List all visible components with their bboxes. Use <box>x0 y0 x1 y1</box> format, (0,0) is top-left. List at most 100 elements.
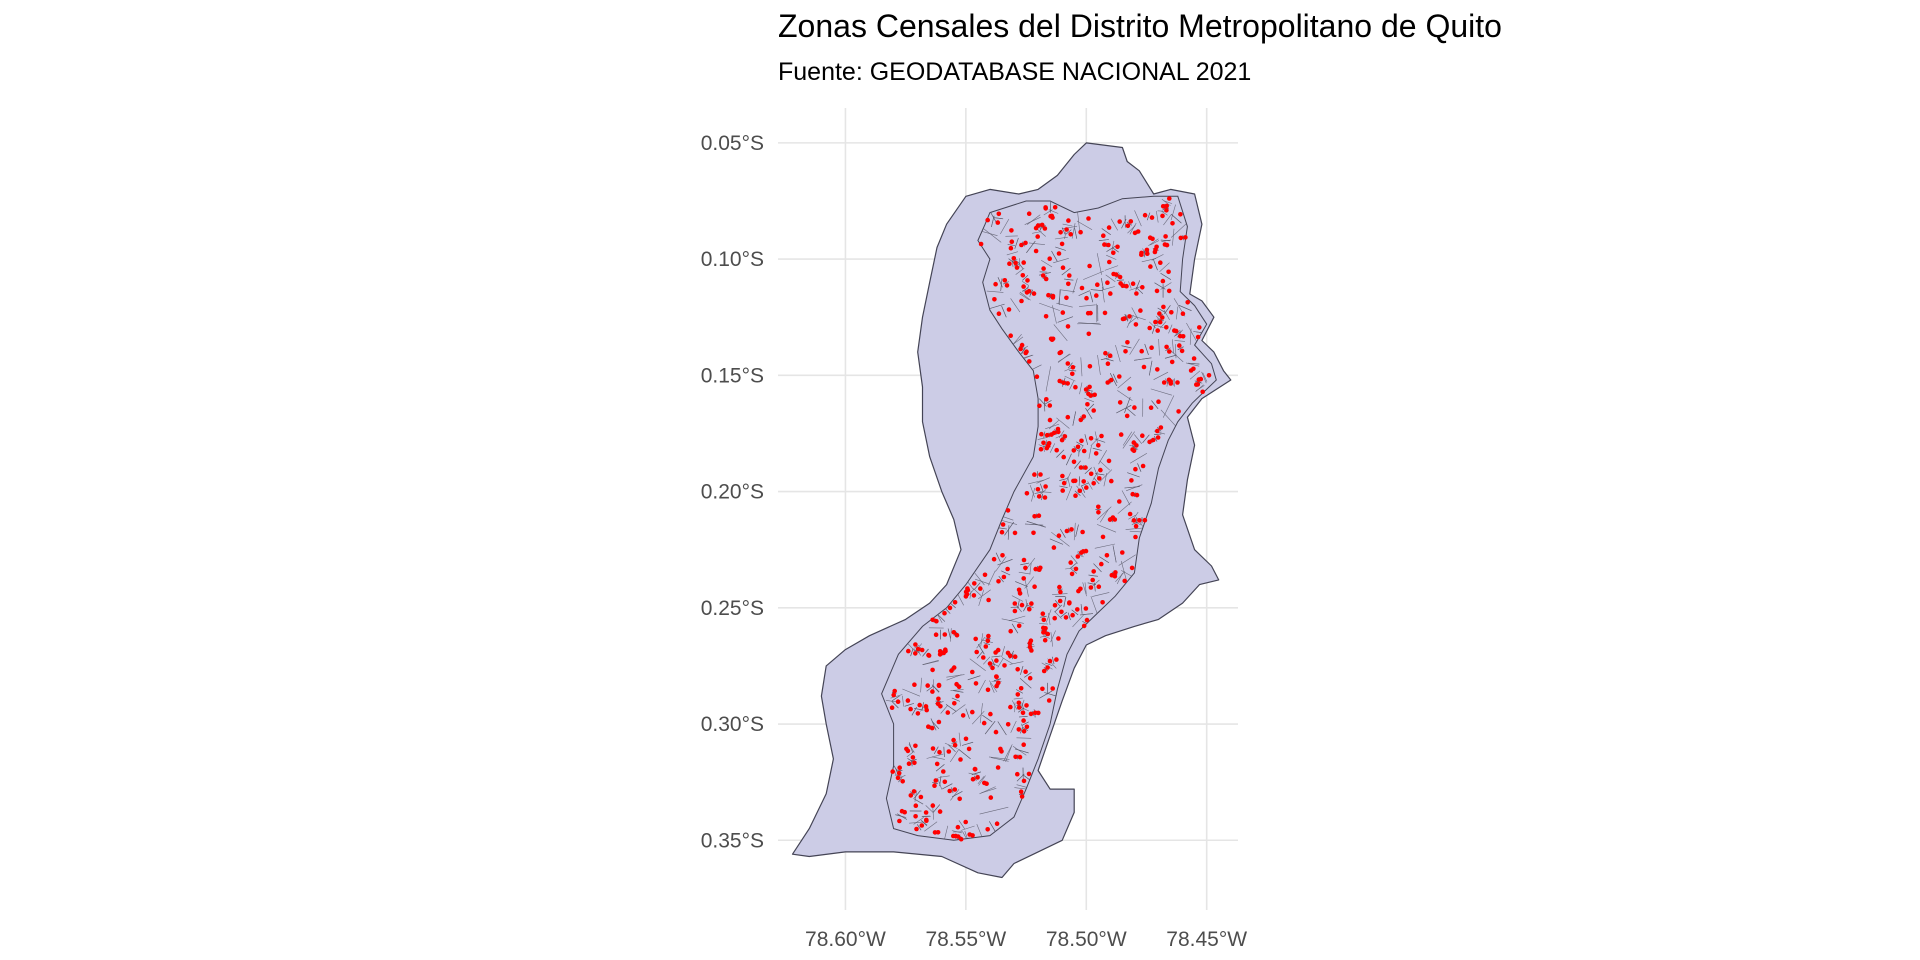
centroid-point <box>1060 310 1066 315</box>
centroid-point <box>943 647 948 652</box>
zone-boundary-segment <box>975 578 991 585</box>
zone-boundary-segment <box>1021 287 1029 292</box>
centroid-point <box>1008 628 1013 634</box>
centroid-point <box>1091 481 1096 486</box>
centroid-point <box>1023 565 1028 571</box>
zone-boundary-segment <box>1129 530 1142 533</box>
zone-boundary-segment <box>891 701 899 709</box>
zone-boundary-segment <box>1024 672 1032 678</box>
centroid-point <box>1078 229 1083 235</box>
centroid-point <box>1180 334 1186 339</box>
zone-boundary-segment <box>1028 479 1045 485</box>
zone-boundary-segment <box>904 703 914 707</box>
zone-boundary-segment <box>910 760 913 767</box>
zone-boundary-segment <box>1072 613 1085 628</box>
centroid-point <box>889 705 895 710</box>
centroid-point <box>1123 349 1128 354</box>
centroid-point <box>1155 435 1161 440</box>
centroid-point <box>1106 242 1111 248</box>
zone-boundary-segment <box>907 643 916 652</box>
zone-boundary-segment <box>1058 430 1065 438</box>
zone-boundary-segment <box>1022 774 1031 781</box>
zone-boundary-segment <box>1146 212 1151 221</box>
centroid-point <box>1094 293 1099 298</box>
zone-boundary-segment <box>1039 398 1047 407</box>
zone-boundary-segment <box>951 697 961 702</box>
zone-boundary-segment <box>1109 372 1117 387</box>
zone-boundary-segment <box>1106 254 1117 260</box>
centroid-point <box>1028 711 1034 717</box>
centroid-point <box>913 642 918 647</box>
zone-boundary-segment <box>1154 282 1166 290</box>
centroid-point <box>1041 440 1046 446</box>
centroid-point <box>960 713 966 718</box>
zone-boundary-segment <box>967 582 974 590</box>
centroid-point <box>1062 434 1068 439</box>
zone-boundary-segment <box>1015 268 1025 275</box>
zone-boundary-segment <box>1001 646 1005 658</box>
centroid-point <box>935 701 941 707</box>
zone-boundary-segment <box>1029 562 1032 575</box>
centroid-point <box>1127 314 1132 319</box>
x-axis-tick-labels: 78.60°W 78.55°W 78.50°W 78.45°W <box>805 928 1247 951</box>
zone-boundary-segment <box>974 573 985 586</box>
centroid-point <box>1027 359 1032 364</box>
centroid-point <box>1178 235 1184 241</box>
zone-boundary-segment <box>1121 345 1132 349</box>
zone-boundary-segment <box>1160 272 1172 280</box>
zone-boundary-segment <box>1006 251 1018 256</box>
centroid-point <box>1145 251 1150 256</box>
centroid-point <box>1055 426 1061 432</box>
zone-boundary-segment <box>922 648 929 657</box>
centroid-point <box>1148 405 1154 411</box>
centroid-point <box>954 681 959 687</box>
centroid-point <box>1141 364 1147 370</box>
zone-boundary-segment <box>890 694 903 699</box>
centroid-point <box>926 652 931 658</box>
zone-boundary-segment <box>1125 484 1143 492</box>
centroid-point <box>929 725 935 731</box>
centroid-point <box>1075 444 1081 450</box>
zone-boundary-segment <box>1158 318 1164 322</box>
centroid-point <box>1083 548 1089 554</box>
zone-boundary-segment <box>1045 662 1053 666</box>
centroid-point <box>1029 648 1034 653</box>
zone-boundary-segment <box>1189 370 1201 380</box>
centroid-point <box>1021 778 1027 784</box>
centroid-point <box>913 803 919 808</box>
centroid-point <box>1154 244 1159 250</box>
zone-boundary-segment <box>944 742 958 749</box>
centroid-point <box>1127 511 1133 517</box>
centroid-point <box>1075 554 1081 559</box>
zone-boundary-segment <box>1090 437 1099 447</box>
zone-boundary-segment <box>925 805 934 813</box>
centroid-point <box>1023 240 1028 246</box>
zone-boundary-segment <box>950 789 960 801</box>
centroid-point <box>1153 319 1158 325</box>
zone-boundary-segment <box>1201 371 1207 384</box>
y-tick-label: 0.10°S <box>701 248 764 271</box>
centroid-point <box>1149 345 1154 351</box>
centroid-point <box>1004 283 1010 288</box>
centroid-point <box>1169 359 1175 365</box>
zone-boundary-segment <box>1089 291 1094 303</box>
centroid-point <box>1107 353 1113 359</box>
zone-boundary-segment <box>1129 222 1137 235</box>
centroid-point <box>1087 384 1092 390</box>
zone-boundary-segment <box>1115 571 1125 583</box>
zone-boundary-segment <box>1051 531 1070 547</box>
centroid-point <box>913 743 918 749</box>
centroid-point <box>1065 324 1071 329</box>
centroid-point <box>1035 234 1040 239</box>
zone-boundary-segment <box>1064 278 1074 281</box>
centroid-point <box>1013 260 1018 266</box>
centroid-point <box>1177 343 1182 348</box>
zone-boundary-segment <box>1195 384 1204 393</box>
centroid-point <box>1172 328 1177 333</box>
zone-boundary-segment <box>1069 380 1074 390</box>
centroid-point <box>1009 228 1014 233</box>
centroid-point <box>988 795 994 800</box>
zone-boundary-segment <box>1077 552 1082 557</box>
zone-boundary-segment <box>1092 592 1110 597</box>
centroid-point <box>1046 698 1052 703</box>
